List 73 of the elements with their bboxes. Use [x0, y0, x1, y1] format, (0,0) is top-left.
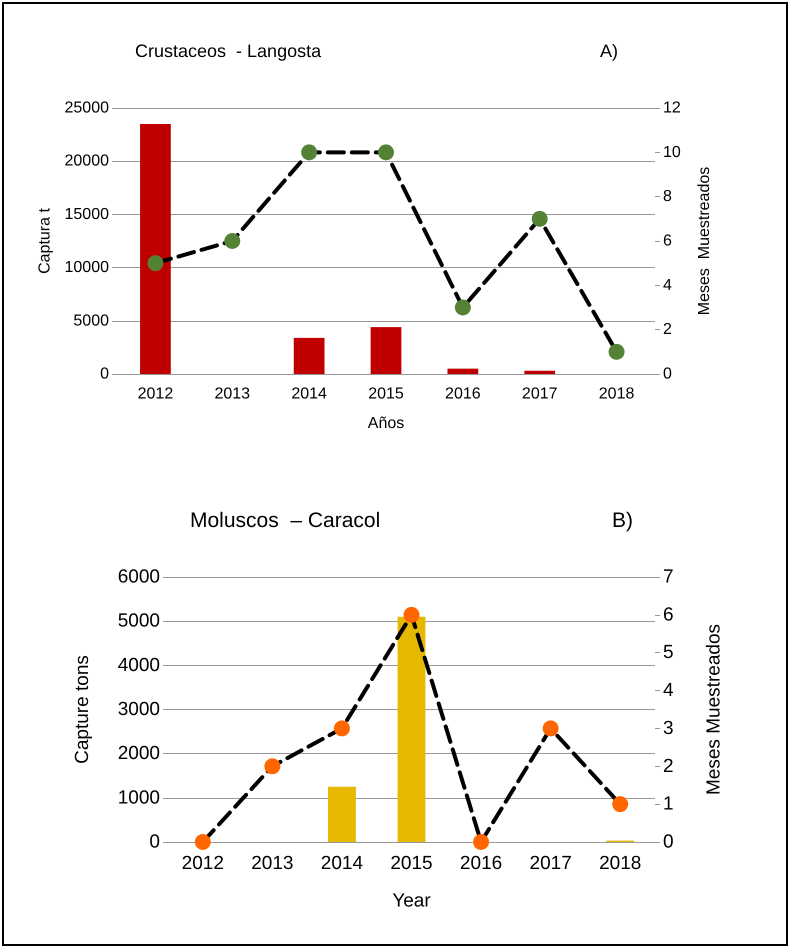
y2-tick-label: 4	[663, 276, 672, 294]
y-tick-label: 25000	[64, 100, 110, 116]
y-tick-label: 6000	[118, 566, 160, 588]
x-tick-label: 2012	[182, 853, 224, 874]
y-axis-title: Capture tons	[72, 655, 93, 764]
y2-tick-label: 0	[663, 366, 672, 382]
y2-tick-label: 2	[663, 756, 674, 777]
y2-tick-label: 1	[663, 794, 674, 815]
point	[404, 606, 420, 623]
x-tick-label: 2017	[522, 386, 558, 402]
x-tick-label: 2014	[291, 386, 328, 402]
y2-tick-label: 5	[663, 642, 674, 664]
chart-title: Moluscos – Caracol	[190, 509, 380, 532]
y2-tick-label: 7	[663, 566, 674, 588]
chart-title: Crustaceos - Langosta	[135, 41, 322, 61]
point	[194, 834, 211, 850]
y2-tick-label: 12	[663, 100, 681, 116]
y-tick-label: 15000	[64, 206, 110, 223]
x-tick-label: 2018	[598, 386, 634, 402]
point	[612, 796, 628, 812]
y-tick-label: 3000	[118, 699, 160, 720]
x-tick-label: 2013	[251, 853, 294, 874]
y2-tick-label: 2	[663, 321, 672, 338]
bar	[370, 327, 402, 374]
bar	[447, 368, 478, 374]
bar	[294, 338, 325, 374]
x-tick-label: 2014	[320, 853, 364, 874]
y-tick-label: 5000	[118, 610, 160, 632]
y-tick-label: 2000	[118, 743, 160, 764]
bar	[398, 616, 426, 842]
point	[378, 144, 394, 160]
y-tick-label: 0	[100, 366, 110, 382]
y-tick-label: 20000	[64, 152, 110, 170]
y2-axis-title: Meses Muestreados	[703, 624, 724, 796]
text: A)	[600, 41, 618, 61]
x-tick-label: 2016	[445, 386, 481, 402]
point	[532, 210, 548, 227]
y-tick-label: 5000	[73, 312, 110, 330]
x-axis-title: Year	[392, 890, 432, 912]
x-tick-label: 2016	[460, 853, 502, 874]
y2-axis-title: Meses Muestreados	[696, 166, 714, 316]
bar	[140, 124, 171, 374]
text: B)	[612, 509, 633, 532]
y-tick-label: 1000	[118, 787, 160, 808]
x-axis-title: Años	[368, 415, 404, 432]
point	[224, 233, 240, 249]
y-tick-label: 10000	[64, 259, 110, 276]
bar	[524, 370, 556, 374]
point	[608, 344, 625, 360]
y2-tick-label: 6	[663, 604, 674, 626]
y2-tick-label: 0	[663, 832, 674, 852]
y-axis-title: Captura t	[36, 208, 54, 274]
x-tick-label: 2012	[138, 386, 174, 402]
x-tick-label: 2013	[214, 386, 250, 402]
y2-tick-label: 6	[663, 232, 672, 250]
y-tick-label: 4000	[118, 654, 160, 676]
point	[301, 144, 318, 160]
x-tick-label: 2017	[530, 853, 572, 874]
x-tick-label: 2015	[368, 386, 404, 402]
y2-tick-label: 3	[663, 718, 674, 739]
x-tick-label: 2018	[599, 853, 642, 874]
point	[264, 758, 280, 774]
bar	[328, 786, 356, 842]
x-tick-label: 2015	[390, 853, 433, 874]
point	[473, 834, 490, 850]
point	[454, 300, 471, 316]
y2-tick-label: 4	[663, 680, 674, 702]
point	[147, 255, 164, 272]
point	[542, 720, 559, 736]
y-tick-label: 0	[149, 832, 160, 852]
point	[334, 720, 350, 736]
y2-tick-label: 8	[663, 188, 672, 206]
y2-tick-label: 10	[663, 144, 681, 161]
